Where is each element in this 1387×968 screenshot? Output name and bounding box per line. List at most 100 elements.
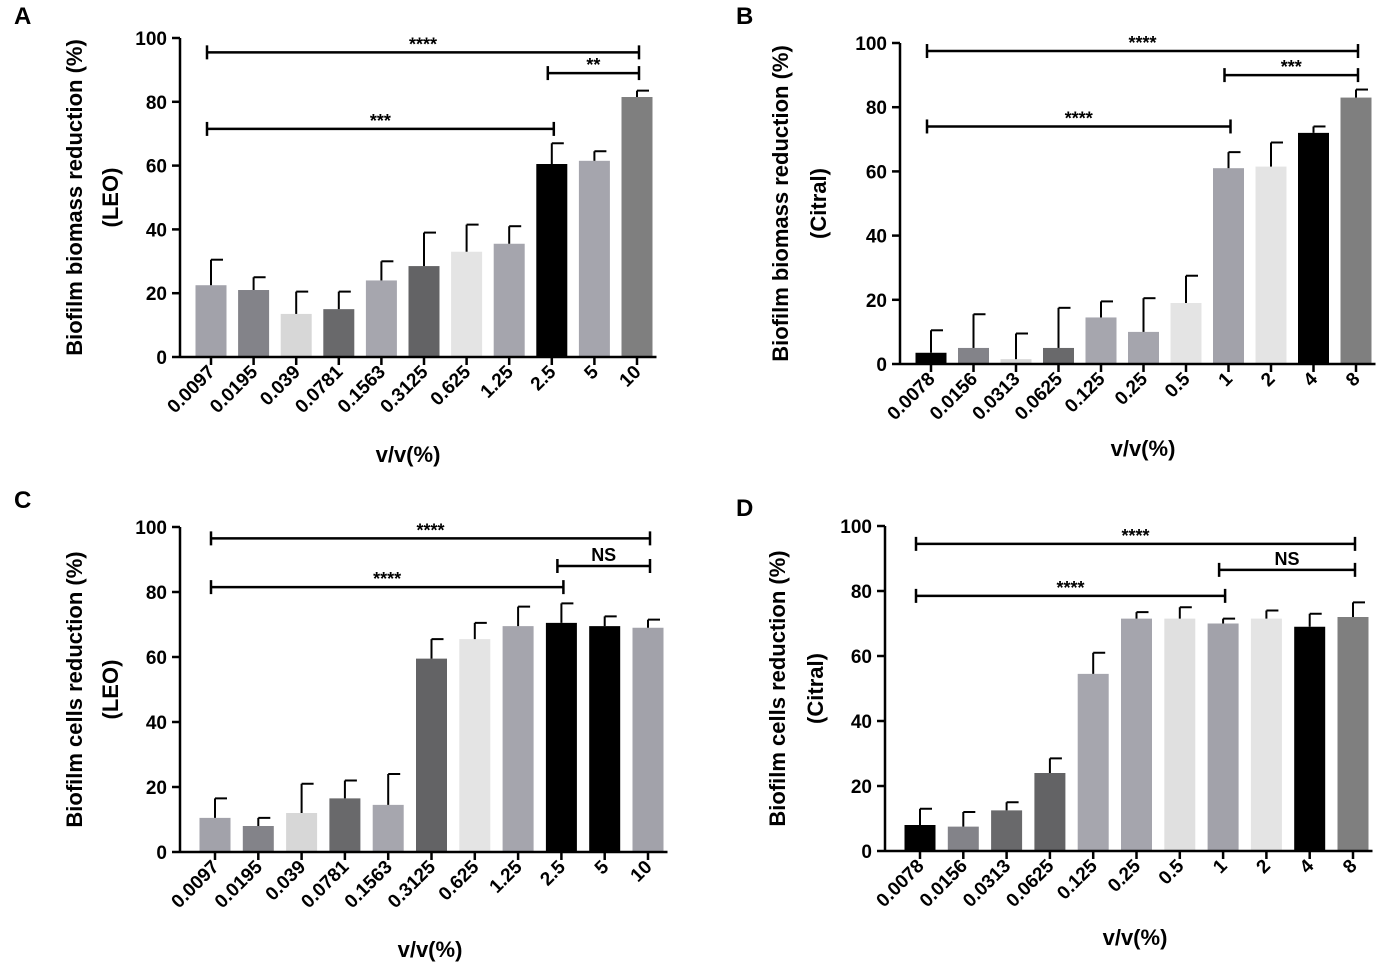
panel-c-bar-9 [589, 626, 621, 852]
panel-a-error-bar-5 [423, 231, 436, 267]
panel-a-xtick-label-0: 0.0097 [164, 362, 220, 418]
panel-a-bar-1 [238, 290, 270, 357]
panel-b-bar-6 [1170, 303, 1202, 364]
panel-c-error-bar-8 [560, 602, 574, 623]
panel-d-bar-6 [1164, 618, 1196, 851]
panel-c-error-bar-3 [343, 779, 357, 799]
panel-a-bar-0 [195, 285, 227, 357]
panel-b-ytick-label-1: 20 [866, 291, 887, 312]
panel-c-bar-3 [329, 798, 361, 852]
panel-b-error-bar-0 [930, 329, 943, 353]
panel-a-significance-0: **** [205, 34, 641, 60]
panel-c-ytick-label-3: 60 [146, 648, 167, 669]
panel-a-xtick-label-4: 0.1563 [334, 362, 390, 418]
panel-d-bar-5 [1121, 618, 1152, 851]
panel-d-bar-0 [904, 825, 936, 851]
panel-a-bar-3 [323, 309, 355, 357]
panel-a-xtick-label-5: 0.3125 [377, 361, 433, 417]
panel-a-bar-5 [408, 266, 440, 357]
panel-d-y-axis-title-line-0: Biofilm cells reduction (%) [765, 550, 790, 826]
panel-c-xtick-label-9: 5 [591, 856, 614, 879]
panel-d-x-axis-title: v/v(%) [1103, 925, 1168, 950]
panel-a-bar-10 [621, 97, 653, 357]
panel-b-xtick-label-3: 0.0625 [1011, 368, 1067, 424]
panel-c-bar-0 [199, 817, 231, 852]
panel-b-significance-0: **** [925, 33, 1360, 59]
panel-c-bar-10 [632, 627, 664, 852]
panel-d-bar-8 [1250, 618, 1282, 851]
panel-a-significance-1: ** [546, 55, 641, 81]
panel-a-error-bar-2 [295, 290, 309, 314]
panel-a-xtick-label-6: 0.625 [427, 361, 476, 410]
panel-d-significance-2: **** [914, 578, 1227, 603]
panel-c-error-bar-0 [214, 797, 227, 818]
panel-b-xtick-label-6: 0.5 [1161, 368, 1195, 402]
panel-c-bar-8 [545, 622, 577, 852]
panel-c-xtick-label-6: 0.625 [435, 856, 484, 905]
panel-a-error-bar-4 [380, 260, 394, 281]
panel-a-ytick-label-4: 80 [146, 93, 167, 114]
panel-a-x-axis-title: v/v(%) [376, 442, 441, 467]
panel-c-significance-label-1: NS [591, 545, 616, 565]
panel-a-xtick-label-8: 2.5 [527, 361, 561, 395]
panel-b-error-bar-3 [1057, 306, 1071, 348]
panel-c-letter: C [14, 487, 31, 514]
panel-d-xtick-label-4: 0.125 [1053, 855, 1102, 904]
panel-d-bar-4 [1077, 673, 1109, 851]
panel-d-significance-label-0: **** [1121, 526, 1149, 546]
panel-d-xtick-label-10: 8 [1339, 856, 1361, 878]
panel-b-ytick-label-4: 80 [866, 98, 887, 119]
panel-c-xtick-label-1: 0.0195 [211, 856, 267, 912]
panel-a-xtick-label-7: 1.25 [477, 361, 518, 402]
panel-b-error-bar-2 [1015, 332, 1028, 360]
panel-a-ytick-label-2: 40 [146, 220, 167, 241]
panel-a-y-axis-title-line-1: (LEO) [98, 168, 123, 228]
panel-b-xtick-label-5: 0.25 [1111, 368, 1152, 409]
panel-a-bar-2 [280, 313, 312, 357]
panel-b-xtick-label-10: 8 [1342, 369, 1364, 391]
panel-b-xtick-label-4: 0.125 [1061, 368, 1110, 417]
panel-d-ytick-label-4: 80 [851, 582, 872, 603]
panel-c-error-bar-7 [517, 605, 531, 627]
panel-c-xtick-label-4: 0.1563 [341, 857, 397, 913]
panel-c-bar-5 [416, 658, 447, 852]
panel-c-bar-1 [242, 826, 274, 852]
panel-a-significance-label-2: *** [370, 111, 391, 131]
panel-d-error-bar-7 [1222, 617, 1236, 624]
panel-c-xtick-label-0: 0.0097 [168, 857, 224, 913]
panel-b-ytick-label-2: 40 [866, 227, 887, 248]
panel-b-ytick-label-3: 60 [866, 162, 887, 183]
panel-c-significance-2: **** [209, 569, 565, 595]
panel-d-xtick-label-0: 0.0078 [873, 856, 929, 912]
panel-c-bar-2 [286, 813, 318, 852]
panel-c-y-axis-title-line-0: Biofilm cells reduction (%) [62, 551, 87, 827]
panel-c-significance-label-2: **** [373, 569, 401, 589]
panel-c-xtick-label-10: 10 [627, 857, 657, 887]
panel-a-error-bar-6 [465, 223, 479, 252]
panel-a-bar-8 [536, 164, 568, 357]
panel-a-bar-7 [493, 243, 525, 357]
panel-c-error-bar-4 [387, 773, 401, 805]
panel-d-letter: D [736, 495, 753, 522]
panel-b-xtick-label-8: 2 [1257, 369, 1279, 391]
panel-d-error-bar-6 [1178, 606, 1192, 619]
panel-c-error-bar-6 [473, 621, 487, 640]
panel-d-error-bar-3 [1048, 757, 1062, 773]
panel-a-error-bar-10 [636, 89, 649, 98]
panel-d-xtick-label-9: 4 [1296, 855, 1319, 878]
panel-a-ytick-label-3: 60 [146, 157, 167, 178]
panel-a: A0204060801000.00970.01950.0390.07810.15… [14, 3, 657, 467]
panel-d-xtick-label-3: 0.0625 [1002, 855, 1058, 911]
panel-b-significance-label-2: **** [1065, 108, 1093, 128]
panel-b-error-bar-7 [1227, 151, 1241, 169]
panel-c-bar-6 [459, 639, 491, 852]
panel-c-bar-7 [502, 626, 534, 852]
panel-a-significance-label-0: **** [409, 34, 437, 54]
panel-a-ytick-label-1: 20 [146, 284, 167, 305]
panel-d-error-bar-10 [1352, 601, 1365, 617]
panel-c-significance-1: NS [556, 545, 652, 573]
panel-b-bar-0 [915, 352, 947, 364]
panel-b-y-axis-title-line-1: (Citral) [806, 168, 831, 239]
panel-c: C0204060801000.00970.01950.0390.07810.15… [14, 487, 668, 962]
panel-d-ytick-label-3: 60 [851, 647, 872, 668]
